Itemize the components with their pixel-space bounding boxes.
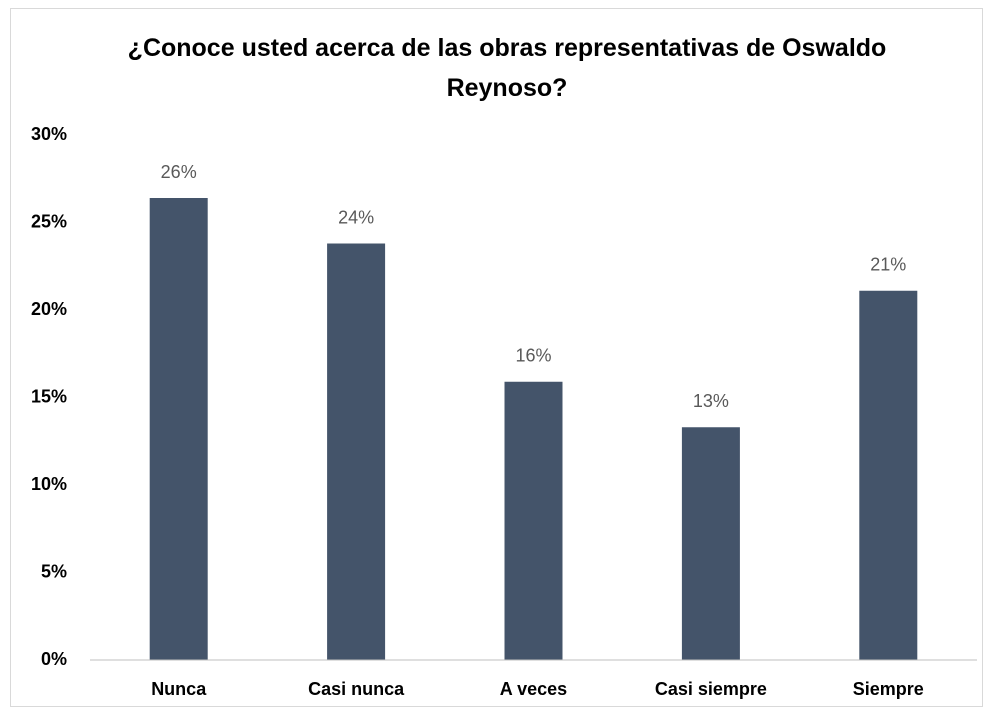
x-tick-label: Siempre — [853, 679, 924, 699]
y-tick-label: 20% — [31, 299, 67, 319]
data-label: 13% — [693, 391, 729, 411]
data-label: 26% — [161, 162, 197, 182]
x-tick-label: Casi nunca — [308, 679, 405, 699]
bar — [504, 381, 563, 660]
y-tick-label: 5% — [41, 561, 67, 581]
y-tick-label: 0% — [41, 649, 67, 669]
bar — [327, 243, 386, 660]
x-tick-label: A veces — [500, 679, 567, 699]
chart-title: ¿Conoce usted acerca de las obras repres… — [127, 34, 887, 102]
x-tick-label: Nunca — [151, 679, 207, 699]
bar — [859, 290, 918, 660]
data-label: 16% — [515, 346, 551, 366]
x-tick-label: Casi siempre — [655, 679, 767, 699]
y-tick-label: 30% — [31, 124, 67, 144]
data-label: 24% — [338, 207, 374, 227]
y-tick-label: 10% — [31, 474, 67, 494]
data-label: 21% — [870, 255, 906, 275]
y-tick-label: 15% — [31, 386, 67, 406]
bar — [149, 198, 208, 660]
y-tick-label: 25% — [31, 211, 67, 231]
bar — [681, 427, 740, 660]
